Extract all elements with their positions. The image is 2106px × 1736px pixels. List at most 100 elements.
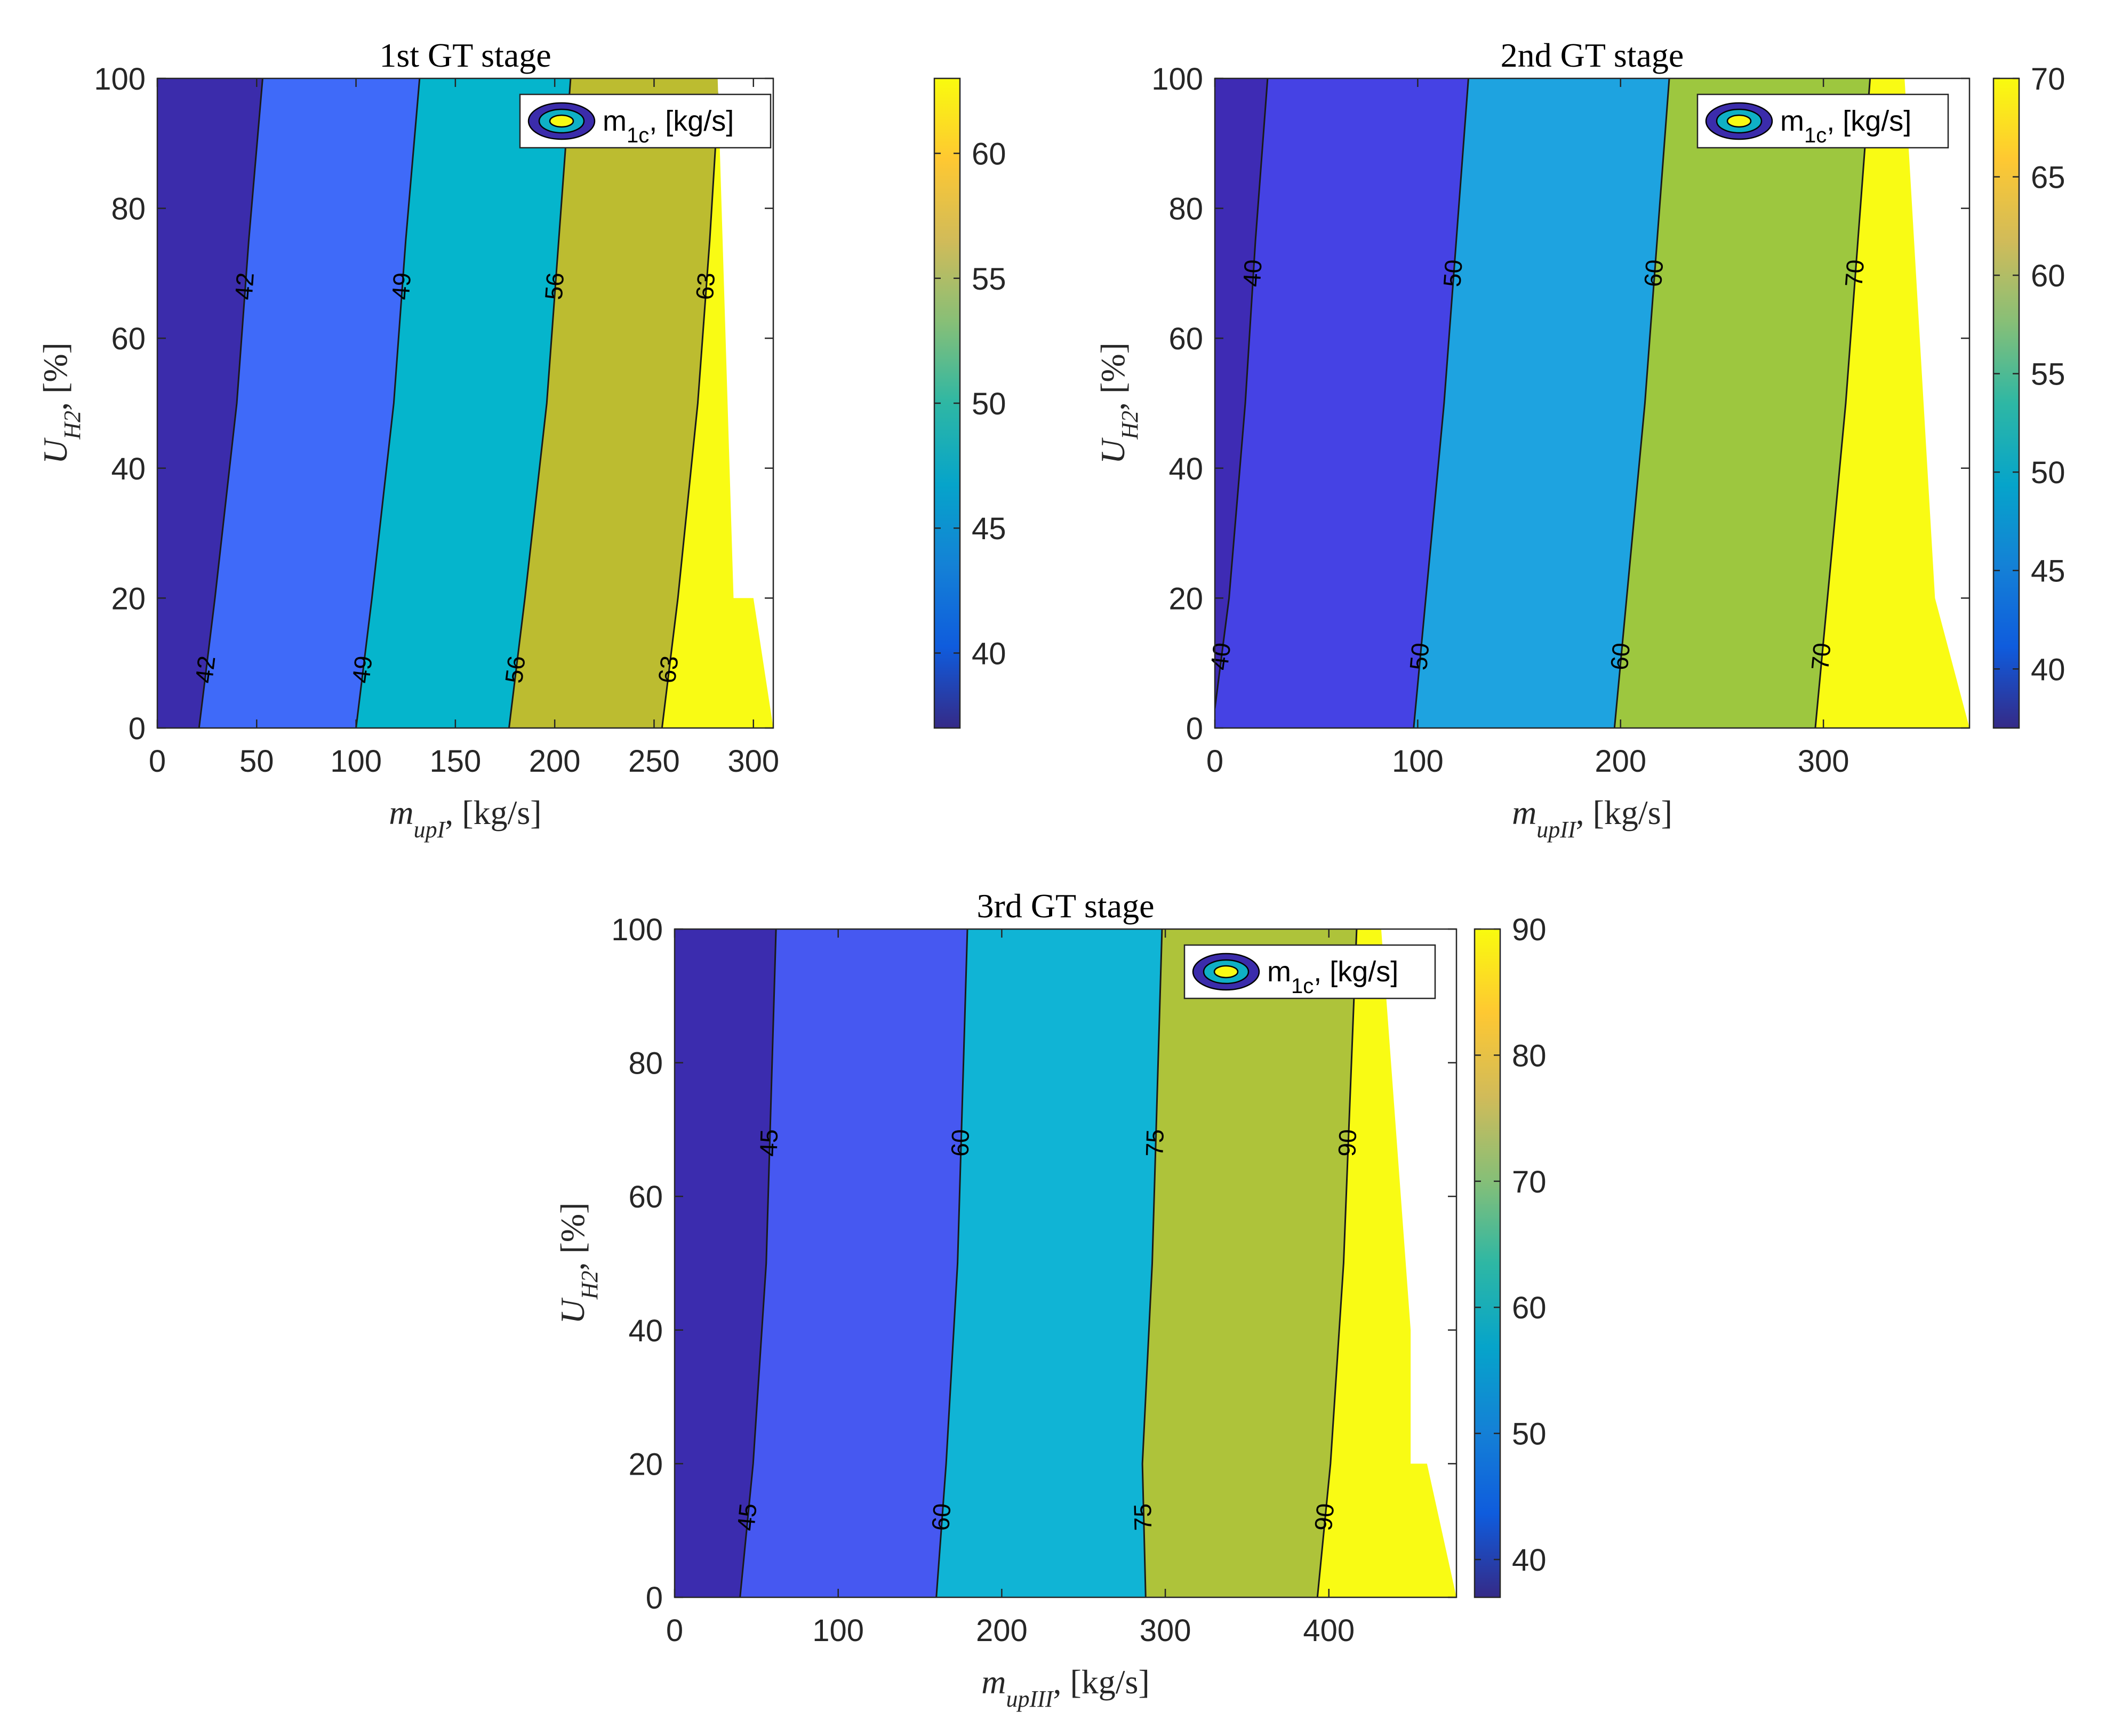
chart-title: 2nd GT stage (1501, 36, 1684, 74)
x-tick-label: 200 (976, 1613, 1028, 1648)
contour-line-42 (198, 78, 263, 728)
contour-band-1 (1215, 78, 1268, 728)
y-tick-label: 20 (1168, 581, 1203, 616)
contour-line-75 (1141, 929, 1163, 1597)
contour-label-63: 63 (691, 271, 720, 301)
contour-label-text: 45 (732, 1502, 762, 1532)
colorbar-tick-label: 45 (2031, 554, 2065, 589)
contour-label-56: 56 (500, 654, 531, 685)
contour-label-49: 49 (347, 654, 378, 685)
x-tick-label: 0 (1206, 744, 1223, 779)
y-tick-label: 100 (1151, 62, 1203, 97)
y-tick-label: 60 (628, 1180, 663, 1214)
colorbar-tick-label: 40 (972, 636, 1006, 671)
x-tick-label: 200 (529, 744, 581, 779)
contour-label-text: 56 (540, 271, 570, 301)
x-tick-label: 250 (628, 744, 680, 779)
contour-label-text: 63 (653, 654, 684, 685)
contour-label-50: 50 (1438, 259, 1468, 288)
contour-label-text: 63 (691, 271, 720, 301)
colorbar-tick-label: 50 (2031, 455, 2065, 490)
contour-label-90: 90 (1309, 1502, 1340, 1532)
contour-label-49: 49 (387, 271, 417, 301)
contour-label-text: 49 (347, 654, 378, 685)
y-tick-label: 20 (111, 581, 146, 616)
subplot-3: 45 45 60 60 75 75 90 90 0 100 200 300 400 0 20 40 60 80 10… (554, 887, 1547, 1712)
contour-line-45 (739, 929, 777, 1597)
x-tick-label: 0 (149, 744, 166, 779)
contour-line-40 (1215, 78, 1269, 709)
y-tick-label: 0 (646, 1581, 663, 1615)
contour-band-3 (936, 929, 1162, 1597)
contour-label-text: 40 (1238, 259, 1267, 287)
contour-band-3 (1413, 78, 1670, 728)
legend-contour-icon-inner (549, 114, 574, 128)
contour-label-40: 40 (1238, 259, 1267, 287)
axes-box (674, 928, 1458, 1598)
legend: m1c, [kg/s] (1696, 93, 1949, 149)
legend-label: m1c, [kg/s] (1780, 105, 1911, 147)
legend-label: m1c, [kg/s] (603, 105, 734, 147)
axes-box (156, 77, 774, 729)
x-axis-label: mupII, [kg/s] (1512, 794, 1672, 843)
contour-label-45: 45 (732, 1502, 762, 1532)
y-tick-label: 40 (111, 452, 146, 486)
x-tick-label: 200 (1595, 744, 1646, 779)
contour-line-60 (1613, 78, 1670, 728)
contour-label-75: 75 (1128, 1503, 1157, 1531)
contour-label-text: 70 (1806, 642, 1836, 671)
legend-contour-icon-inner (1213, 965, 1239, 979)
contour-label-75: 75 (1140, 1129, 1168, 1157)
contour-label-42: 42 (190, 654, 221, 685)
contour-label-60: 60 (926, 1502, 956, 1532)
contour-label-text: 50 (1404, 642, 1435, 671)
contour-band-2 (199, 78, 420, 728)
colorbar-tick-label: 60 (1512, 1291, 1547, 1325)
contour-line-70 (1814, 78, 1871, 728)
contour-label-text: 60 (946, 1129, 974, 1157)
chart-title: 1st GT stage (379, 36, 551, 74)
y-tick-label: 40 (628, 1314, 663, 1348)
x-tick-label: 300 (727, 744, 779, 779)
colorbar-scale (1992, 77, 2020, 729)
y-tick-label: 0 (1186, 711, 1203, 746)
contour-band-4 (1142, 929, 1357, 1597)
contour-label-text: 42 (229, 271, 259, 301)
contour-label-text: 60 (1605, 642, 1636, 671)
contour-band-5 (1317, 929, 1456, 1597)
colorbar-tick-label: 45 (972, 511, 1006, 546)
contour-band-5 (1815, 78, 1969, 728)
legend-contour-icon-inner (1726, 114, 1752, 128)
x-tick-label: 300 (1798, 744, 1849, 779)
colorbar-tick-label: 50 (1512, 1417, 1547, 1452)
colorbar-tick-label: 90 (1512, 913, 1547, 947)
contour-fill-area (1215, 78, 1969, 728)
y-tick-label: 100 (94, 62, 146, 97)
colorbar-scale (1474, 928, 1501, 1598)
y-tick-label: 100 (611, 913, 663, 947)
colorbar-tick-label: 40 (1512, 1543, 1547, 1578)
contour-label-text: 90 (1309, 1502, 1340, 1532)
contour-label-90: 90 (1333, 1129, 1362, 1157)
subplot-1: 42 42 49 49 56 56 63 63 0 50 100 150 200 250 300 0 20 40 6… (36, 36, 1006, 843)
contour-band-2 (740, 929, 967, 1597)
colorbar-tick-label: 60 (972, 137, 1006, 172)
x-tick-label: 50 (239, 744, 274, 779)
colorbar: 40 45 50 55 60 65 70 (1992, 62, 2065, 729)
contour-line-50 (1413, 78, 1469, 728)
y-tick-label: 60 (111, 322, 146, 356)
contour-label-text: 45 (755, 1129, 783, 1157)
colorbar-tick-label: 70 (1512, 1165, 1547, 1199)
contour-label-text: 75 (1140, 1129, 1168, 1157)
contour-fill-area (157, 78, 773, 728)
contour-band-4 (509, 78, 720, 728)
contour-label-70: 70 (1839, 259, 1869, 288)
x-tick-label: 150 (429, 744, 481, 779)
colorbar: 40 45 50 55 60 (933, 77, 1006, 729)
x-axis-label: mupI, [kg/s] (389, 794, 541, 843)
x-tick-label: 100 (812, 1613, 864, 1648)
colorbar: 40 50 60 70 80 90 (1474, 913, 1547, 1598)
y-axis-label: UH2, [%] (36, 342, 85, 464)
contour-label-60: 60 (946, 1129, 974, 1157)
